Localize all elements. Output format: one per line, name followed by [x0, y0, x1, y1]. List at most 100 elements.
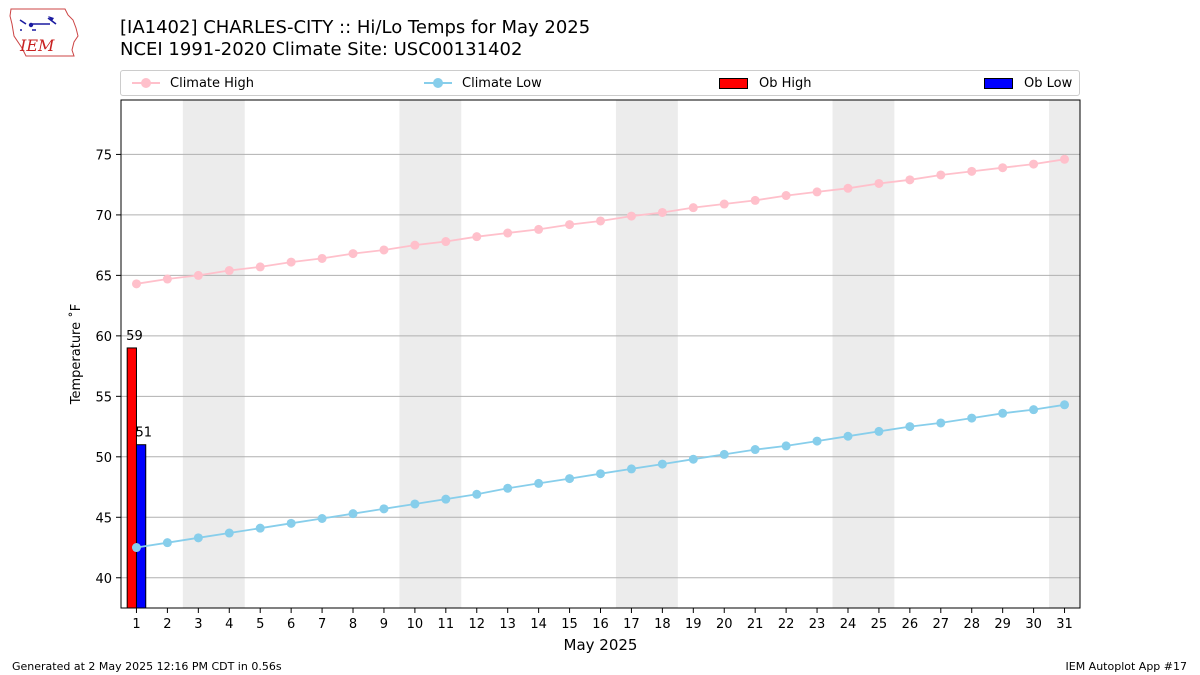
- point-climate-low-23: [812, 436, 822, 446]
- y-tick-label-45: 45: [95, 511, 112, 526]
- point-climate-high-30: [1029, 159, 1039, 169]
- point-climate-low-16: [596, 469, 605, 479]
- point-climate-low-18: [657, 459, 667, 469]
- y-tick-label-60: 60: [95, 330, 112, 345]
- legend-marker-climate-low: [424, 76, 452, 90]
- point-climate-high-1: [131, 279, 141, 289]
- x-tick-label-4: 4: [225, 617, 233, 632]
- x-tick-label-29: 29: [994, 617, 1011, 632]
- logo-text: IEM: [19, 36, 55, 55]
- x-tick-label-2: 2: [163, 617, 171, 632]
- point-climate-low-25: [874, 426, 884, 436]
- point-climate-low-13: [503, 483, 513, 493]
- legend-label-ob-low: Ob Low: [1024, 75, 1073, 91]
- bar-label-ob-low-1: 51: [135, 426, 152, 441]
- point-climate-low-24: [843, 431, 853, 441]
- x-tick-label-16: 16: [592, 617, 609, 632]
- point-climate-high-25: [874, 178, 884, 188]
- weekend-band-3: [832, 100, 895, 608]
- point-climate-high-5: [255, 262, 265, 272]
- y-tick-label-50: 50: [95, 451, 112, 466]
- weekend-shading: [182, 100, 1080, 608]
- legend-patch-ob-low: [984, 77, 1013, 89]
- x-tick-label-8: 8: [349, 617, 357, 632]
- point-climate-high-13: [503, 228, 513, 238]
- generated-timestamp: Generated at 2 May 2025 12:16 PM CDT in …: [12, 660, 282, 673]
- x-tick-label-18: 18: [654, 617, 671, 632]
- point-climate-low-26: [905, 422, 915, 432]
- point-climate-high-21: [750, 195, 760, 205]
- point-climate-high-12: [472, 232, 482, 242]
- point-climate-low-27: [936, 418, 946, 428]
- legend-label-climate-high: Climate High: [170, 75, 255, 91]
- bar-ob-high-1: [126, 347, 137, 609]
- legend-item-ob-low: Ob Low: [984, 71, 1072, 95]
- point-climate-low-9: [379, 504, 389, 514]
- point-climate-high-18: [657, 207, 667, 217]
- point-climate-low-14: [534, 478, 544, 488]
- x-tick-label-21: 21: [747, 617, 764, 632]
- ob-bars: [126, 347, 147, 609]
- legend-label-climate-low: Climate Low: [462, 75, 542, 91]
- x-tick-label-28: 28: [963, 617, 980, 632]
- x-tick-label-9: 9: [380, 617, 388, 632]
- legend-patch-ob-high: [719, 77, 748, 89]
- point-climate-low-4: [224, 528, 234, 538]
- x-tick-label-6: 6: [287, 617, 295, 632]
- x-tick-label-19: 19: [685, 617, 702, 632]
- weekend-band-2: [615, 100, 678, 608]
- point-climate-low-12: [472, 489, 482, 499]
- point-climate-low-20: [719, 449, 729, 459]
- point-climate-high-2: [162, 274, 172, 284]
- point-climate-high-28: [967, 166, 977, 176]
- point-climate-high-9: [379, 245, 389, 255]
- point-climate-high-7: [317, 253, 327, 263]
- x-tick-label-15: 15: [561, 617, 578, 632]
- point-climate-low-10: [410, 499, 420, 509]
- app-credit: IEM Autoplot App #17: [1065, 660, 1188, 673]
- point-climate-low-15: [565, 474, 575, 484]
- point-climate-low-7: [317, 513, 327, 523]
- point-climate-high-23: [812, 187, 822, 197]
- x-tick-label-24: 24: [840, 617, 857, 632]
- iem-iowa-logo-icon: IEM: [9, 8, 79, 57]
- point-climate-high-11: [441, 237, 451, 247]
- legend-item-climate-high: Climate High: [132, 71, 254, 95]
- legend-marker-climate-high: [132, 76, 160, 90]
- point-climate-high-3: [193, 270, 203, 280]
- climate-lines: [131, 154, 1070, 553]
- point-climate-low-8: [348, 509, 358, 519]
- point-climate-low-31: [1060, 400, 1070, 410]
- point-climate-low-21: [750, 445, 760, 455]
- point-climate-low-11: [441, 494, 451, 504]
- chart-subtitle: NCEI 1991-2020 Climate Site: USC00131402: [120, 39, 523, 60]
- y-tick-label-65: 65: [95, 269, 112, 284]
- x-tick-label-22: 22: [778, 617, 795, 632]
- point-climate-low-5: [255, 523, 265, 533]
- x-tick-label-17: 17: [623, 617, 640, 632]
- point-climate-low-29: [998, 408, 1008, 418]
- point-climate-high-6: [286, 257, 296, 267]
- x-tick-label-31: 31: [1056, 617, 1073, 632]
- x-tick-label-5: 5: [256, 617, 264, 632]
- y-tick-label-70: 70: [95, 209, 112, 224]
- point-climate-low-30: [1029, 405, 1039, 415]
- legend-item-climate-low: Climate Low: [424, 71, 542, 95]
- y-axis-label: Temperature ˚F: [68, 304, 84, 405]
- legend-label-ob-high: Ob High: [759, 75, 812, 91]
- x-tick-label-13: 13: [499, 617, 516, 632]
- point-climate-high-31: [1060, 154, 1070, 164]
- point-climate-low-6: [286, 518, 296, 528]
- point-climate-low-3: [193, 533, 203, 543]
- legend: Climate High Climate Low Ob High Ob Low: [120, 70, 1080, 96]
- point-climate-high-24: [843, 183, 853, 193]
- y-tick-label-55: 55: [95, 390, 112, 405]
- point-climate-high-20: [719, 199, 729, 209]
- point-climate-high-4: [224, 266, 234, 276]
- x-tick-label-11: 11: [438, 617, 455, 632]
- x-tick-label-26: 26: [902, 617, 919, 632]
- y-tick-label-40: 40: [95, 572, 112, 587]
- x-tick-label-1: 1: [132, 617, 140, 632]
- point-climate-high-15: [565, 220, 575, 230]
